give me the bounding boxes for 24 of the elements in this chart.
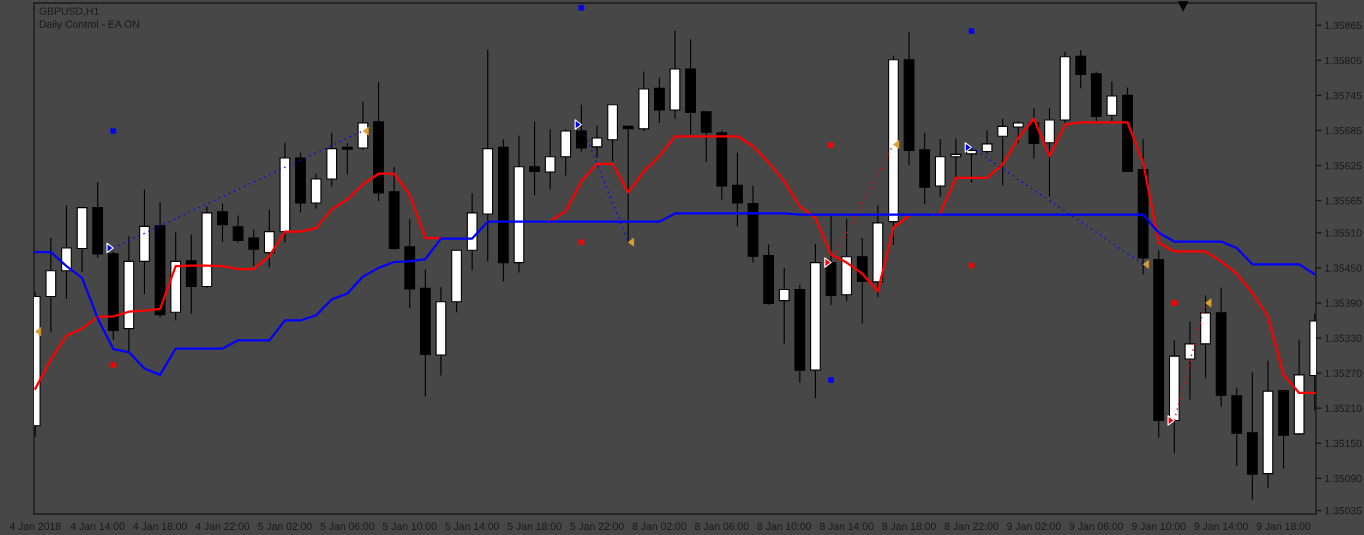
candlestick (778, 267, 790, 345)
candlestick (700, 111, 712, 163)
candlestick (997, 118, 1009, 186)
candlestick (950, 138, 962, 179)
candlestick (591, 125, 603, 159)
candlestick (217, 202, 228, 243)
candlestick (981, 129, 993, 155)
candlestick (310, 173, 322, 210)
candlestick (1012, 120, 1024, 144)
candlestick (1044, 107, 1055, 198)
candlestick (732, 152, 743, 227)
candlestick (248, 229, 260, 267)
candlestick (622, 125, 634, 243)
candlestick (1184, 321, 1196, 400)
candlestick (529, 121, 540, 196)
candlestick (341, 142, 353, 175)
candlestick (544, 128, 556, 191)
candlestick (1075, 49, 1087, 89)
candlestick (263, 208, 275, 268)
candlestick (61, 204, 72, 300)
candlestick (654, 77, 665, 124)
candlestick (232, 215, 244, 244)
candlestick (1106, 80, 1118, 122)
candlestick (1028, 107, 1040, 160)
